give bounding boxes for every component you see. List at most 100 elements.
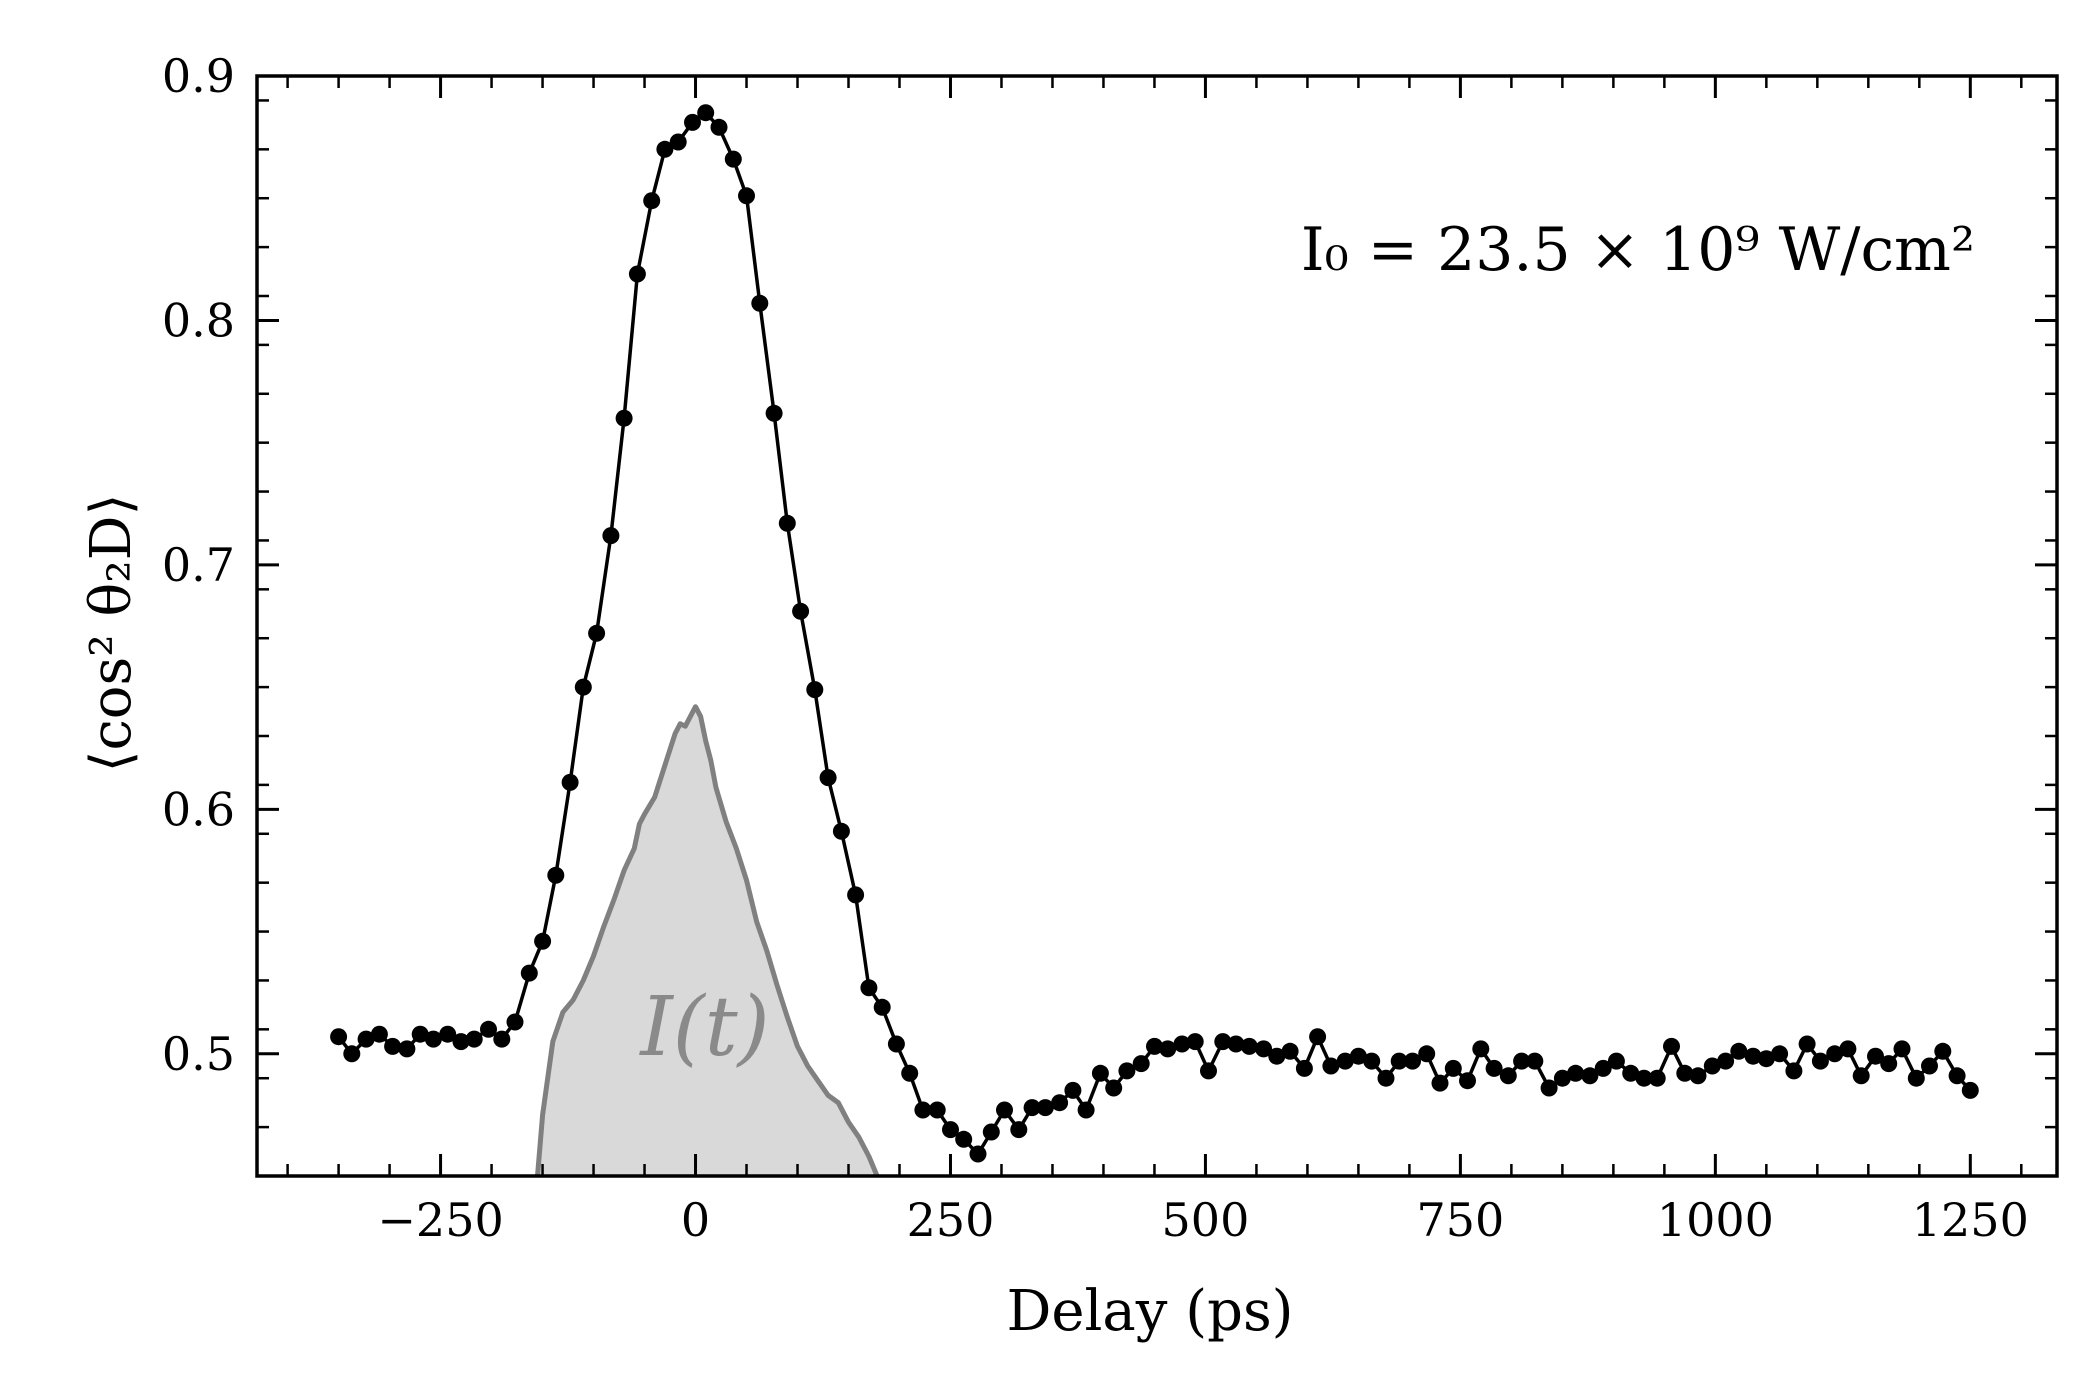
data-point	[1581, 1067, 1599, 1085]
data-point	[1663, 1037, 1680, 1055]
data-point	[1730, 1042, 1748, 1060]
data-point	[751, 294, 769, 312]
data-point	[1907, 1069, 1925, 1087]
data-point	[901, 1064, 919, 1082]
data-point	[1418, 1045, 1436, 1063]
data-point	[534, 932, 552, 950]
data-point	[1567, 1064, 1585, 1082]
data-point	[411, 1025, 429, 1043]
data-point	[1703, 1057, 1721, 1075]
data-point	[1485, 1059, 1503, 1077]
data-point	[1757, 1050, 1775, 1068]
data-point	[1349, 1047, 1367, 1065]
data-point	[1622, 1064, 1640, 1082]
data-point	[1540, 1079, 1558, 1097]
x-tick-label: 1000	[1657, 1193, 1774, 1247]
data-point	[574, 678, 592, 696]
data-point	[969, 1145, 987, 1163]
data-point	[398, 1040, 416, 1058]
data-point	[1118, 1062, 1136, 1080]
data-point	[928, 1101, 946, 1119]
data-series	[330, 104, 1979, 1163]
y-tick-label: 0.9	[162, 49, 235, 103]
data-point	[1010, 1121, 1028, 1139]
data-point	[847, 886, 865, 904]
data-point	[1431, 1074, 1449, 1092]
data-point	[765, 404, 783, 422]
data-point	[724, 150, 742, 168]
data-point	[1404, 1052, 1421, 1070]
data-point	[1771, 1045, 1789, 1063]
data-point	[1607, 1052, 1625, 1070]
data-point	[424, 1030, 442, 1048]
data-point	[1961, 1081, 1979, 1099]
data-point	[1553, 1069, 1571, 1087]
y-tick-label: 0.5	[162, 1027, 235, 1081]
data-point	[1948, 1067, 1966, 1085]
data-point	[1363, 1052, 1381, 1070]
data-point	[982, 1123, 1000, 1141]
annotation: I₀ = 23.5 × 10⁹ W/cm²	[1301, 215, 1975, 285]
x-tick-label: 750	[1416, 1193, 1504, 1247]
data-point	[370, 1025, 388, 1043]
data-point	[547, 866, 565, 884]
data-point	[1322, 1057, 1340, 1075]
data-point	[656, 140, 674, 158]
data-point	[1077, 1101, 1095, 1119]
data-point	[1023, 1099, 1041, 1117]
x-tick-label: −250	[377, 1193, 503, 1247]
data-point	[1934, 1042, 1952, 1060]
data-point	[832, 822, 850, 840]
data-point	[684, 113, 701, 131]
data-point	[615, 409, 633, 427]
y-axis-title: ⟨cos² θ₂D⟩	[79, 494, 144, 773]
y-tick-label: 0.6	[162, 782, 235, 836]
data-point	[792, 602, 810, 620]
data-point	[493, 1030, 511, 1048]
data-point	[873, 998, 891, 1016]
data-point	[1227, 1035, 1245, 1053]
data-point	[1309, 1028, 1327, 1046]
data-point	[1459, 1072, 1476, 1090]
data-point	[1036, 1099, 1054, 1117]
data-point	[955, 1130, 973, 1148]
data-point	[1200, 1062, 1217, 1080]
data-point	[1513, 1052, 1531, 1070]
data-point	[643, 192, 661, 210]
data-point	[1717, 1052, 1735, 1070]
pulse-label: I(t)	[638, 980, 769, 1075]
data-point	[1173, 1035, 1191, 1053]
data-point	[1594, 1059, 1612, 1077]
data-point	[561, 773, 579, 791]
data-point	[506, 1013, 524, 1031]
data-point	[1214, 1033, 1232, 1051]
data-point	[452, 1033, 470, 1051]
data-point	[602, 527, 620, 545]
data-point	[1240, 1037, 1258, 1055]
data-point	[330, 1028, 348, 1046]
data-point	[1880, 1055, 1898, 1073]
data-point	[465, 1030, 483, 1048]
data-point	[1676, 1064, 1694, 1082]
data-point	[1186, 1033, 1204, 1051]
data-point	[628, 265, 646, 283]
x-tick-label: 0	[681, 1193, 710, 1247]
data-point	[1526, 1052, 1544, 1070]
data-point	[1867, 1047, 1884, 1065]
data-point	[1893, 1040, 1911, 1058]
data-point	[1105, 1079, 1123, 1097]
x-tick-label: 500	[1162, 1193, 1250, 1247]
axes: −250 0 250 500 750 1000 1250 0.5 0.6 0.7 0.8 0.9	[162, 49, 2059, 1247]
data-point	[1159, 1040, 1177, 1058]
plot-frame	[255, 74, 2059, 1178]
data-point	[1839, 1040, 1857, 1058]
data-point	[1336, 1052, 1354, 1070]
x-tick-label: 1250	[1912, 1193, 2029, 1247]
data-point	[1146, 1037, 1163, 1055]
data-point	[942, 1121, 959, 1139]
pulse-envelope	[535, 704, 880, 1177]
data-point	[1826, 1045, 1844, 1063]
y-tick-label: 0.8	[162, 293, 235, 347]
data-point	[1472, 1040, 1490, 1058]
data-point	[914, 1101, 932, 1119]
